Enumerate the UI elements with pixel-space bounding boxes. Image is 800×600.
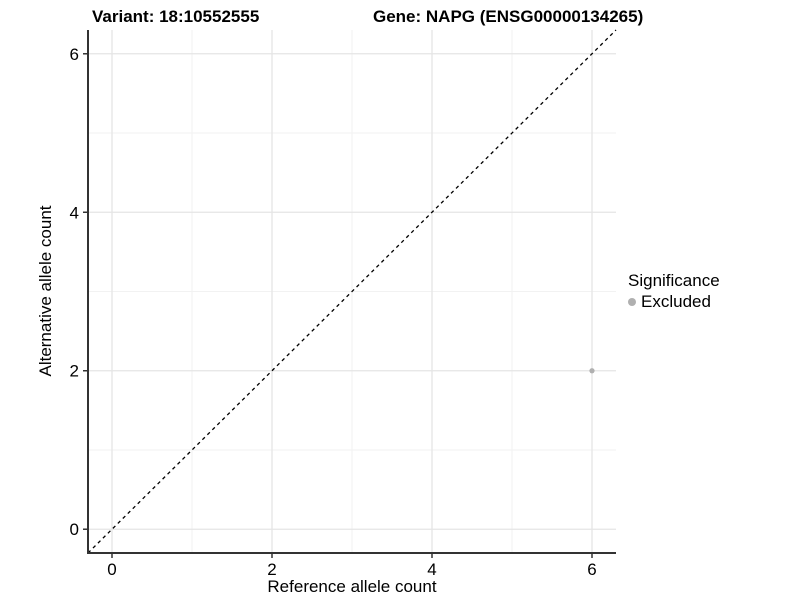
legend-title: Significance [628, 271, 720, 290]
x-axis-title: Reference allele count [267, 577, 437, 596]
y-tick-label: 6 [70, 45, 79, 64]
x-tick-label: 6 [587, 560, 596, 579]
y-tick-label: 0 [70, 520, 79, 539]
gene-title: Gene: NAPG (ENSG00000134265) [373, 7, 644, 26]
identity-dashed-line [87, 29, 617, 554]
legend-entry-excluded: Excluded [628, 292, 720, 312]
data-point-excluded [589, 368, 595, 374]
variant-title: Variant: 18:10552555 [92, 7, 260, 26]
y-tick-label: 4 [70, 203, 79, 222]
y-tick-label: 2 [70, 362, 79, 381]
x-tick-label: 4 [427, 560, 436, 579]
legend: Significance Excluded [628, 271, 720, 312]
legend-entry-label: Excluded [641, 292, 711, 311]
excluded-dot-icon [628, 298, 636, 306]
y-axis-title: Alternative allele count [36, 205, 55, 377]
x-tick-label: 0 [107, 560, 116, 579]
x-tick-label: 2 [267, 560, 276, 579]
